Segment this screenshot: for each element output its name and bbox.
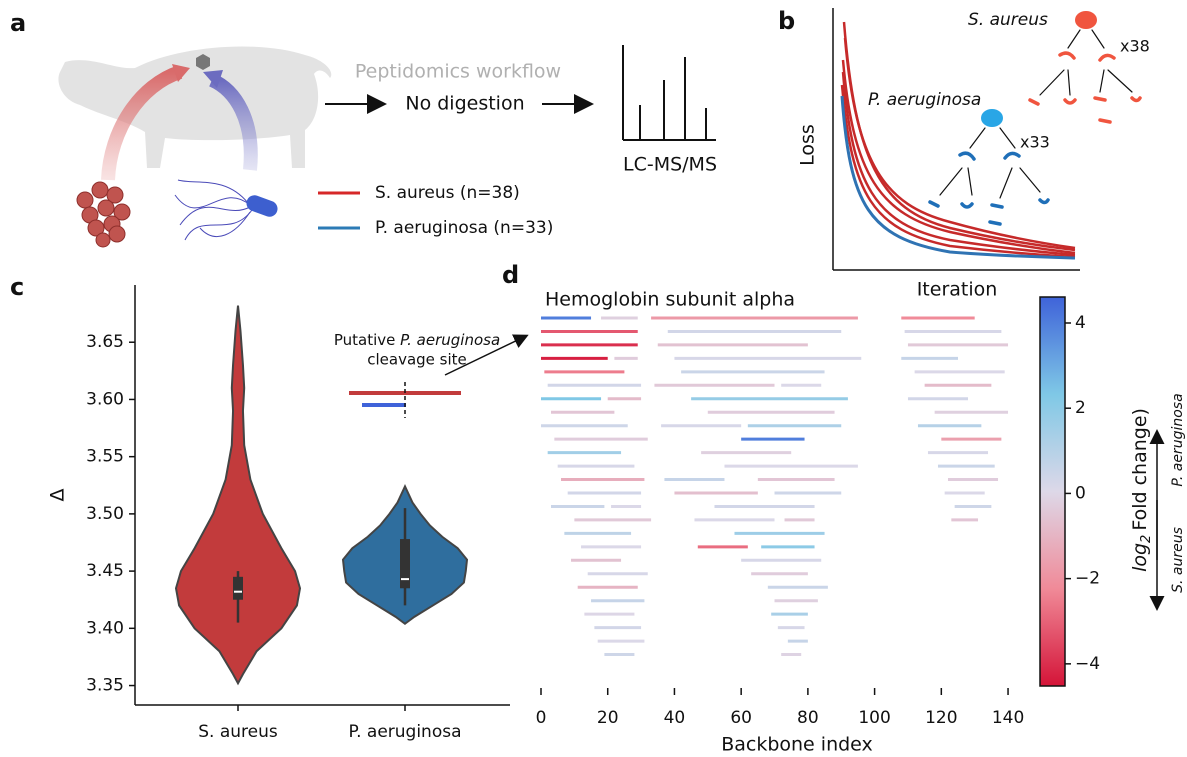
- legend-label: P. aeruginosa (n=33): [375, 218, 553, 238]
- x-tick-label: 100: [858, 708, 890, 728]
- chart-title: Hemoglobin subunit alpha: [545, 289, 795, 311]
- x-tick-label: S. aureus: [198, 722, 278, 742]
- y-axis-label: Loss: [797, 124, 819, 166]
- direction-label: S. aureus: [1170, 527, 1186, 593]
- x-tick-label: P. aeruginosa: [348, 722, 461, 742]
- x-tick-label: 0: [536, 708, 547, 728]
- label-part: 2: [1139, 535, 1154, 543]
- y-tick-label: 3.50: [86, 504, 124, 524]
- legend-label: S. aureus (n=38): [375, 183, 520, 203]
- x-tick-label: 120: [925, 708, 957, 728]
- tree-count: x38: [1120, 37, 1150, 56]
- colorbar-tick-label: 4: [1075, 313, 1086, 333]
- colorbar: [1039, 296, 1066, 687]
- spectrum-icon: [622, 45, 716, 141]
- y-tick-label: 3.45: [86, 561, 124, 581]
- y-tick-label: 3.65: [86, 332, 124, 352]
- colorbar-tick-label: 2: [1075, 398, 1086, 418]
- label-part: log: [1129, 543, 1151, 572]
- box: [400, 539, 410, 589]
- panel-label: d: [502, 261, 519, 289]
- x-tick-label: 20: [597, 708, 619, 728]
- y-tick-label: 3.55: [86, 447, 124, 467]
- tree-icons: [928, 11, 1142, 226]
- tree-label: P. aeruginosa: [868, 90, 981, 110]
- tree-count: x33: [1020, 133, 1050, 152]
- colorbar-label: log2 Fold change): [1129, 408, 1154, 572]
- panel-label: a: [10, 9, 26, 37]
- cleavage-inset: [349, 334, 529, 418]
- x-tick-label: 80: [797, 708, 819, 728]
- pig-illustration: [58, 46, 332, 248]
- panel-label: c: [10, 273, 24, 301]
- workflow-step: No digestion: [405, 93, 524, 115]
- axes: [134, 285, 510, 706]
- annotation: cleavage site: [367, 351, 467, 369]
- x-axis-label: Backbone index: [721, 734, 873, 756]
- violin-body: [174, 305, 302, 686]
- instrument-label: LC-MS/MS: [623, 154, 717, 176]
- annotation-text: P. aeruginosa: [400, 331, 500, 349]
- loss-plot: [832, 8, 1080, 271]
- legend: S. aureus (n=38) P. aeruginosa (n=33): [318, 183, 553, 238]
- x-axis-label: Iteration: [917, 279, 998, 301]
- box: [233, 576, 243, 600]
- x-tick-label: 60: [730, 708, 752, 728]
- annotation-text: Putative: [334, 331, 396, 349]
- x-tick-label: 40: [664, 708, 686, 728]
- direction-label: P. aeruginosa: [1170, 393, 1186, 486]
- x-tick-label: 140: [992, 708, 1024, 728]
- colorbar-tick-label: −4: [1075, 654, 1100, 674]
- colorbar-tick-label: −2: [1075, 569, 1100, 589]
- workflow-title: Peptidomics workflow: [355, 61, 561, 83]
- y-tick-label: 3.40: [86, 618, 124, 638]
- y-tick-label: 3.60: [86, 389, 124, 409]
- panel-label: b: [778, 7, 795, 35]
- colorbar-tick-label: 0: [1075, 483, 1086, 503]
- y-tick-label: 3.35: [86, 676, 124, 696]
- annotation: Putative P. aeruginosa: [334, 331, 500, 349]
- y-axis-label: Δ: [47, 489, 69, 502]
- label-part: Fold change): [1129, 408, 1151, 531]
- tree-label: S. aureus: [968, 10, 1048, 30]
